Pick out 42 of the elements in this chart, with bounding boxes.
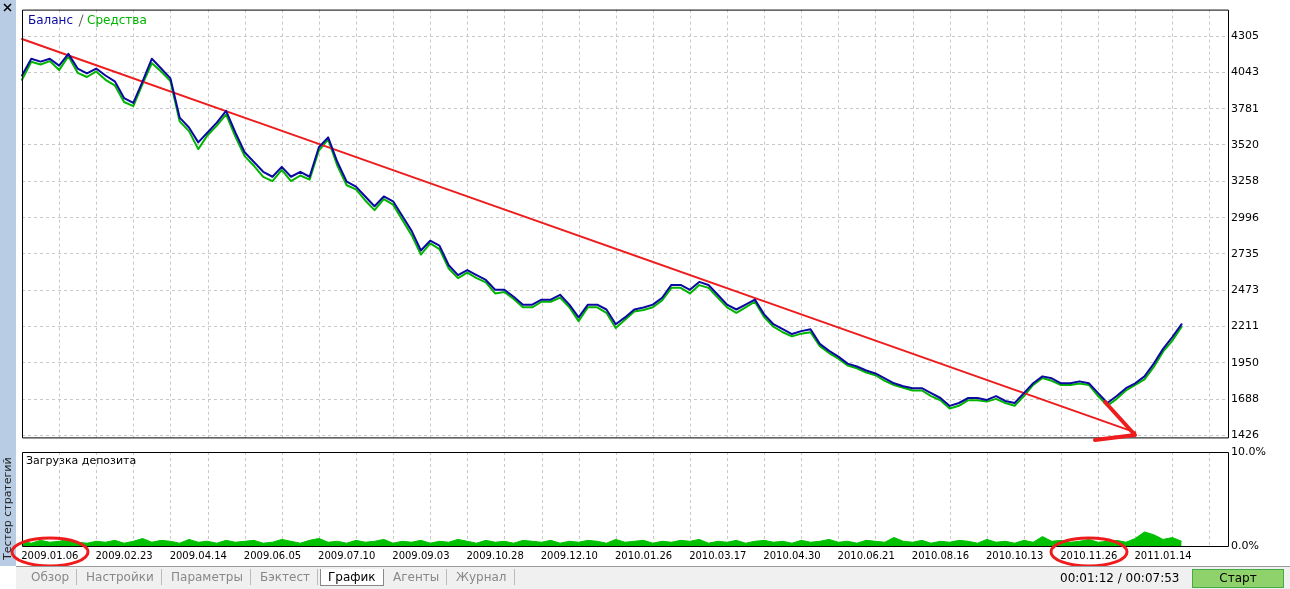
y-tick-label: 4305 <box>1231 28 1259 42</box>
x-tick-label: 2011.01.14 <box>1134 549 1192 561</box>
text: 00:01:12 / 00:07:53 <box>1060 571 1180 585</box>
x-tick-label: 2010.04.30 <box>763 549 821 561</box>
y-tick-label: 2211 <box>1231 319 1259 333</box>
x-tick-label: 2009.09.03 <box>392 549 450 561</box>
text: Обзор <box>24 569 78 585</box>
chart-title: Загрузка депозита <box>26 454 137 468</box>
x-tick-label: 2010.10.13 <box>986 549 1044 561</box>
y-tick-label: 2996 <box>1231 210 1259 224</box>
text: Бэктест <box>253 569 319 585</box>
x-tick-label: 2009.10.28 <box>466 549 524 561</box>
y-tick-label: 4043 <box>1231 65 1259 79</box>
y-tick-label: 2735 <box>1231 246 1259 260</box>
text: Журнал <box>449 569 515 585</box>
y-tick-label: 1950 <box>1231 355 1259 369</box>
x-tick-label: 2010.01.26 <box>614 549 673 561</box>
x-tick-label: 2010.06.21 <box>837 549 895 561</box>
x-tick-label: 2009.01.06 <box>21 549 79 561</box>
y-tick-label: 3258 <box>1231 174 1259 188</box>
y-tick-label: 0.0% <box>1231 538 1259 552</box>
text: Средства <box>87 12 147 27</box>
y-tick-label: 3781 <box>1231 101 1259 115</box>
x-tick-label: 2010.11.26 <box>1060 549 1118 561</box>
text: Агенты <box>386 569 448 585</box>
x-tick-label: 2009.02.23 <box>95 549 153 561</box>
y-tick-label: 10.0% <box>1231 444 1266 458</box>
y-tick-label: 2473 <box>1231 283 1259 297</box>
x-tick-label: 2010.03.17 <box>689 549 747 561</box>
y-tick-label: 1688 <box>1231 391 1259 405</box>
y-tick-label: 1426 <box>1231 428 1259 442</box>
x-tick-label: 2010.08.16 <box>911 549 970 561</box>
text: Старт <box>1192 569 1284 588</box>
x-tick-label: 2009.07.10 <box>318 549 376 561</box>
x-tick-label: 2009.12.10 <box>540 549 598 561</box>
text: Параметры <box>164 569 251 585</box>
x-tick-label: 2009.04.14 <box>169 549 227 561</box>
text: Баланс <box>28 12 74 27</box>
text: Тестер стратегий <box>1 457 14 560</box>
x-tick-label: 2009.06.05 <box>243 549 302 561</box>
text: Настройки <box>79 569 162 585</box>
y-tick-label: 3520 <box>1231 137 1259 151</box>
